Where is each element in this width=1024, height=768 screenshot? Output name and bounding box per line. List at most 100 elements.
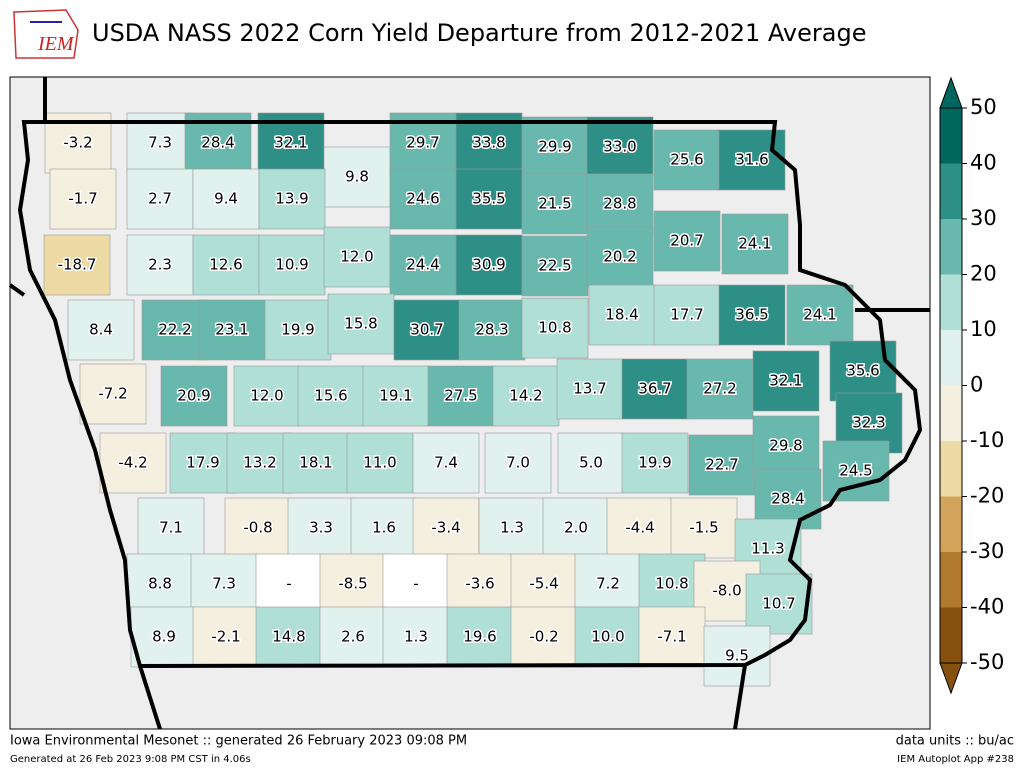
county-value-label: 22.5 bbox=[538, 257, 571, 275]
county bbox=[574, 553, 642, 615]
county bbox=[130, 606, 198, 668]
footer-left: Iowa Environmental Mesonet :: generated … bbox=[10, 734, 467, 749]
county bbox=[323, 226, 391, 288]
county-value-label: 21.5 bbox=[538, 195, 571, 213]
colorbar-bin bbox=[940, 607, 962, 663]
county-value-label: 29.8 bbox=[769, 437, 802, 455]
county bbox=[822, 440, 890, 502]
counties: -3.2 7.3 28.4 32.1 9.8 29.7 33.8 29.9 33.0 25.6 31… bbox=[43, 112, 903, 687]
county bbox=[389, 234, 457, 296]
county bbox=[198, 299, 266, 361]
colorbar-bin bbox=[940, 163, 962, 219]
colorbar-tick-label: -50 bbox=[970, 650, 1004, 674]
county-value-label: 10.9 bbox=[275, 256, 308, 274]
county-value-label: 2.0 bbox=[564, 519, 588, 537]
neighbor-borders bbox=[8, 77, 930, 730]
county-value-label: -0.8 bbox=[243, 519, 272, 537]
county-value-label: -18.7 bbox=[58, 256, 97, 274]
county-value-label: -8.5 bbox=[338, 575, 367, 593]
county bbox=[350, 497, 418, 559]
county bbox=[282, 432, 350, 494]
county-value-label: 13.2 bbox=[243, 454, 276, 472]
county bbox=[192, 234, 260, 296]
county bbox=[264, 299, 332, 361]
county-value-label: 1.6 bbox=[372, 519, 396, 537]
county bbox=[346, 432, 414, 494]
county bbox=[49, 168, 117, 230]
county-value-label: 17.9 bbox=[186, 454, 219, 472]
county-value-label: 32.3 bbox=[852, 414, 885, 432]
county bbox=[382, 606, 450, 668]
colorbar-bin bbox=[940, 108, 962, 164]
county-value-label: 32.1 bbox=[769, 372, 802, 390]
county-value-label: 8.9 bbox=[152, 628, 176, 646]
county-value-label: 14.8 bbox=[272, 628, 305, 646]
county-value-label: 7.0 bbox=[506, 454, 530, 472]
county-value-label: 8.8 bbox=[148, 575, 172, 593]
county bbox=[255, 606, 323, 668]
county-value-label: 24.4 bbox=[406, 256, 439, 274]
colorbar-bin bbox=[940, 552, 962, 608]
county-value-label: 14.2 bbox=[509, 387, 542, 405]
county-value-label: 19.9 bbox=[638, 454, 671, 472]
footer-left-small: Generated at 26 Feb 2023 9:08 PM CST in … bbox=[10, 754, 251, 765]
county-value-label: 5.0 bbox=[579, 454, 603, 472]
county bbox=[670, 497, 738, 559]
county-value-label: 31.6 bbox=[735, 151, 768, 169]
colorbar-bin bbox=[940, 441, 962, 497]
county bbox=[224, 497, 292, 559]
county-value-label: 20.7 bbox=[670, 232, 703, 250]
county bbox=[255, 553, 323, 615]
county bbox=[190, 553, 258, 615]
county-value-label: 28.3 bbox=[475, 321, 508, 339]
county bbox=[446, 553, 514, 615]
footer-right: data units :: bu/ac bbox=[896, 734, 1014, 749]
county-value-label: -1.7 bbox=[68, 190, 97, 208]
county-value-label: 33.8 bbox=[472, 134, 505, 152]
county bbox=[521, 116, 589, 178]
colorbar: -50 -40 -30 -20 -10 0 10 20 30 40 50 bbox=[939, 76, 1004, 695]
county-value-label: -8.0 bbox=[712, 582, 741, 600]
county bbox=[258, 168, 326, 230]
county-value-label: -3.4 bbox=[431, 519, 460, 537]
county-value-label: 3.3 bbox=[309, 519, 333, 537]
county-value-label: 7.2 bbox=[596, 575, 620, 593]
county-value-label: -0.2 bbox=[529, 628, 558, 646]
county-value-label: 36.7 bbox=[638, 380, 671, 398]
county-value-label: 36.5 bbox=[735, 306, 768, 324]
county-value-label: 19.6 bbox=[463, 628, 496, 646]
county bbox=[542, 497, 610, 559]
county-value-label: -7.1 bbox=[657, 628, 686, 646]
colorbar-bin bbox=[940, 274, 962, 330]
county-value-label: 18.4 bbox=[605, 306, 638, 324]
county bbox=[233, 365, 301, 427]
county bbox=[586, 173, 654, 235]
county-value-label: 1.3 bbox=[404, 628, 428, 646]
county bbox=[67, 299, 135, 361]
county bbox=[126, 553, 194, 615]
county bbox=[556, 358, 624, 420]
county-value-label: 30.7 bbox=[410, 321, 443, 339]
county bbox=[137, 497, 205, 559]
state-border bbox=[17, 120, 923, 669]
county bbox=[510, 606, 578, 668]
county bbox=[718, 284, 786, 346]
county-value-label: 15.8 bbox=[344, 315, 377, 333]
county-value-label: 33.0 bbox=[603, 138, 636, 156]
county-value-label: 22.7 bbox=[705, 456, 738, 474]
county bbox=[297, 365, 365, 427]
county-value-label: - bbox=[413, 575, 418, 593]
county-value-label: 19.1 bbox=[379, 387, 412, 405]
colorbar-tick-label: 10 bbox=[970, 317, 997, 341]
county bbox=[446, 606, 514, 668]
county-value-label: 7.1 bbox=[159, 519, 183, 537]
colorbar-tick-label: -30 bbox=[970, 539, 1004, 563]
county-value-label: 9.5 bbox=[725, 647, 749, 665]
county-value-label: -3.2 bbox=[63, 134, 92, 152]
county-value-label: 10.8 bbox=[655, 575, 688, 593]
colorbar-tick-label: -20 bbox=[970, 484, 1004, 508]
county-value-label: 10.0 bbox=[591, 628, 624, 646]
county-value-label: -2.1 bbox=[211, 628, 240, 646]
county-value-label: 9.8 bbox=[345, 168, 369, 186]
